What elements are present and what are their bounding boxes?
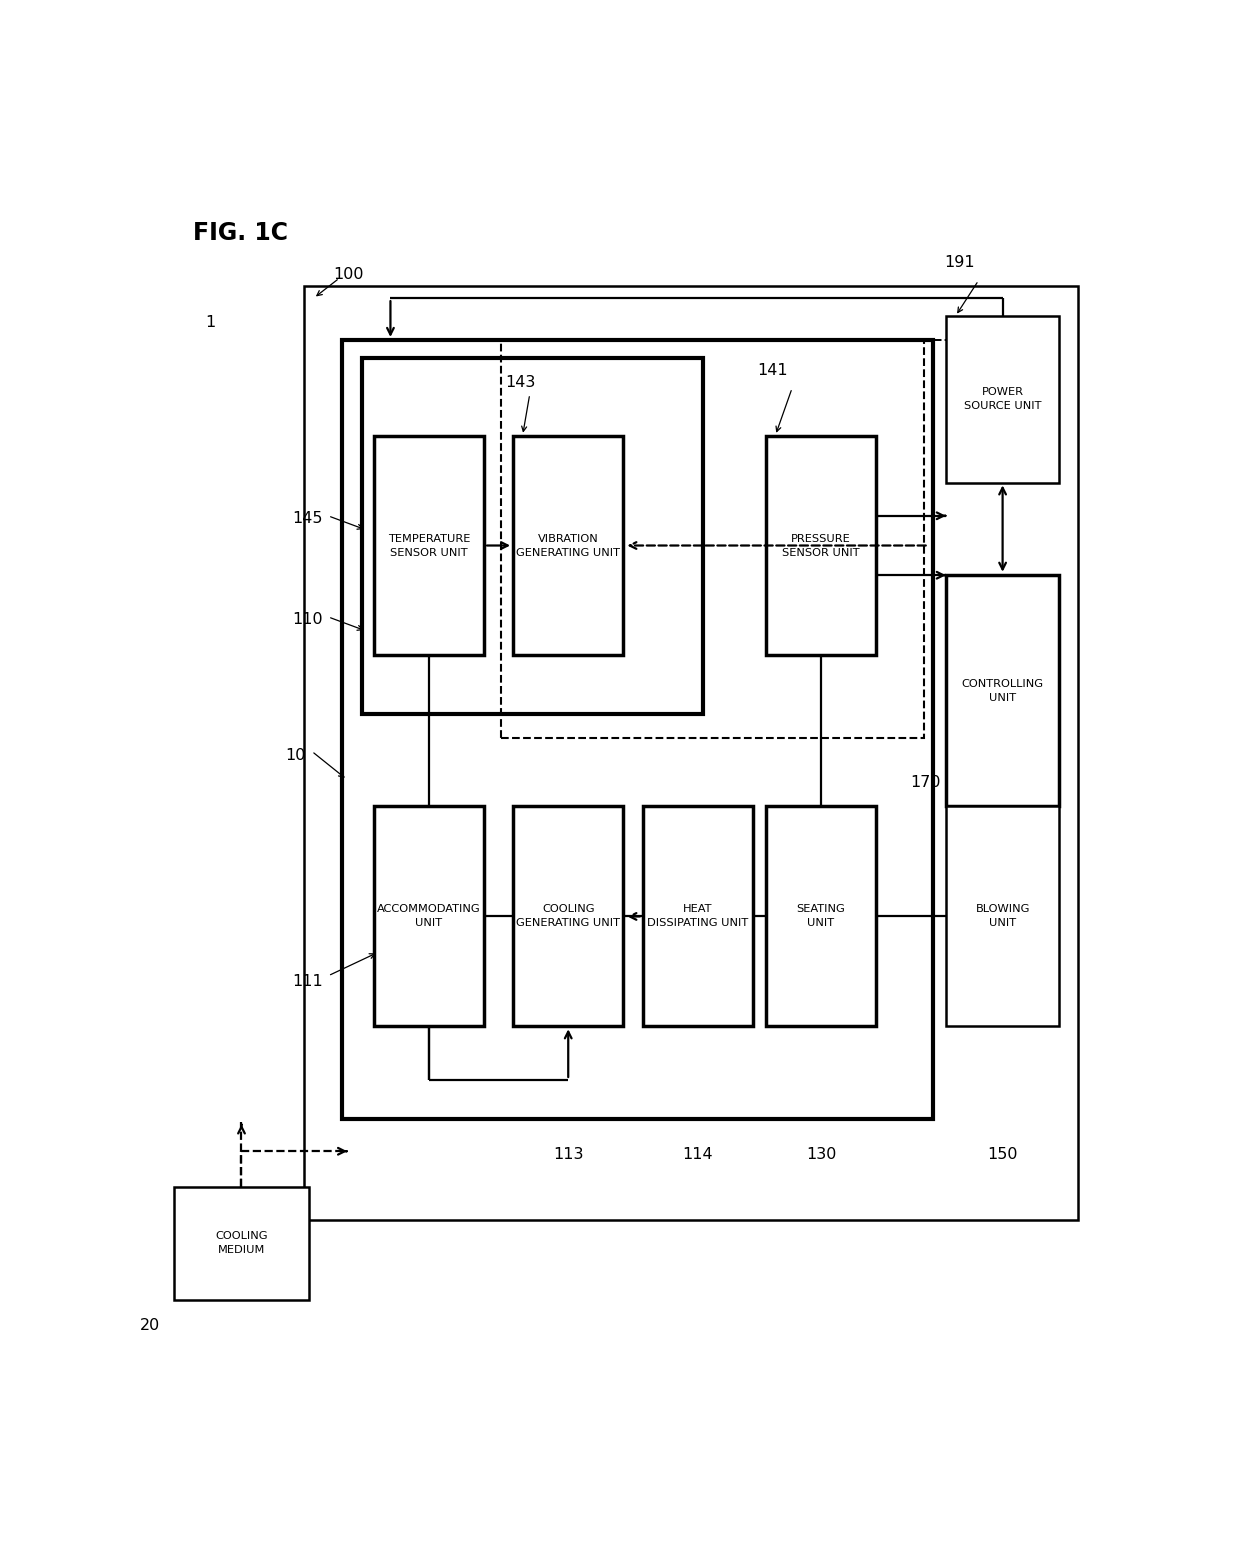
FancyBboxPatch shape xyxy=(642,806,753,1027)
FancyBboxPatch shape xyxy=(766,806,877,1027)
Text: 110: 110 xyxy=(293,611,324,627)
Text: 191: 191 xyxy=(944,255,975,270)
Text: 145: 145 xyxy=(293,511,324,525)
Text: 170: 170 xyxy=(910,775,941,791)
FancyBboxPatch shape xyxy=(513,806,624,1027)
Text: COOLING
MEDIUM: COOLING MEDIUM xyxy=(216,1232,268,1255)
Text: 150: 150 xyxy=(987,1147,1018,1161)
Text: 20: 20 xyxy=(140,1317,160,1332)
Text: HEAT
DISSIPATING UNIT: HEAT DISSIPATING UNIT xyxy=(647,905,749,928)
FancyBboxPatch shape xyxy=(342,340,934,1118)
Text: VIBRATION
GENERATING UNIT: VIBRATION GENERATING UNIT xyxy=(516,534,620,557)
FancyBboxPatch shape xyxy=(946,806,1059,1027)
Text: TEMPERATURE
SENSOR UNIT: TEMPERATURE SENSOR UNIT xyxy=(388,534,470,557)
FancyBboxPatch shape xyxy=(362,358,703,715)
Text: 100: 100 xyxy=(332,267,363,283)
Text: 113: 113 xyxy=(553,1147,584,1161)
FancyBboxPatch shape xyxy=(946,574,1059,806)
FancyBboxPatch shape xyxy=(174,1187,309,1300)
Text: POWER
SOURCE UNIT: POWER SOURCE UNIT xyxy=(963,388,1042,411)
FancyBboxPatch shape xyxy=(946,317,1059,482)
Text: FIG. 1C: FIG. 1C xyxy=(193,221,289,245)
Text: 1: 1 xyxy=(206,315,216,329)
Text: 141: 141 xyxy=(758,363,789,378)
Text: 143: 143 xyxy=(505,375,536,389)
FancyBboxPatch shape xyxy=(304,286,1078,1220)
Text: 111: 111 xyxy=(293,974,324,990)
FancyBboxPatch shape xyxy=(373,806,484,1027)
Text: 130: 130 xyxy=(806,1147,836,1161)
FancyBboxPatch shape xyxy=(766,435,877,656)
Text: COOLING
GENERATING UNIT: COOLING GENERATING UNIT xyxy=(516,905,620,928)
Text: CONTROLLING
UNIT: CONTROLLING UNIT xyxy=(961,678,1044,703)
Text: SEATING
UNIT: SEATING UNIT xyxy=(796,905,846,928)
Text: ACCOMMODATING
UNIT: ACCOMMODATING UNIT xyxy=(377,905,481,928)
Text: 10: 10 xyxy=(285,749,306,763)
FancyBboxPatch shape xyxy=(373,435,484,656)
Text: 114: 114 xyxy=(683,1147,713,1161)
Text: PRESSURE
SENSOR UNIT: PRESSURE SENSOR UNIT xyxy=(782,534,859,557)
FancyBboxPatch shape xyxy=(513,435,624,656)
Text: BLOWING
UNIT: BLOWING UNIT xyxy=(976,905,1029,928)
